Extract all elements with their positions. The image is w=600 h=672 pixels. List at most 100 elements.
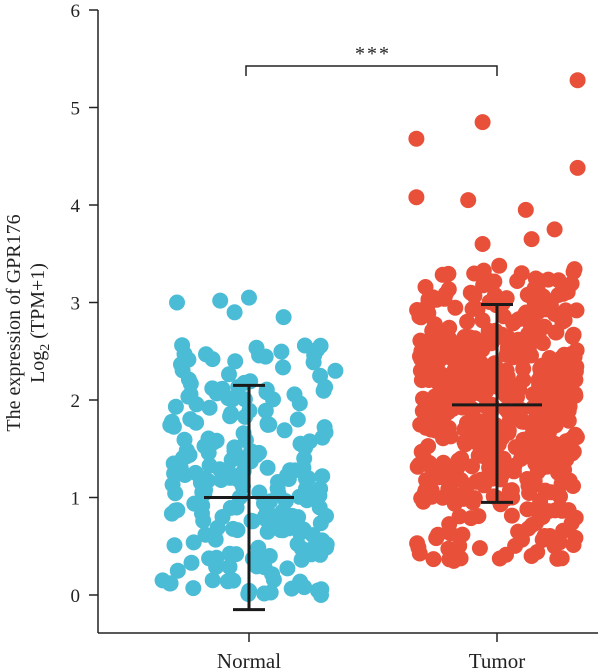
data-point-tumor xyxy=(515,360,532,377)
data-point-normal xyxy=(265,391,281,408)
data-point-tumor xyxy=(408,130,425,147)
data-point-tumor xyxy=(417,279,434,295)
data-point-tumor xyxy=(506,457,523,474)
data-point-tumor xyxy=(491,328,508,345)
data-point-normal xyxy=(262,584,279,601)
data-point-normal xyxy=(256,508,273,525)
y-ticks: 0 1 2 3 4 5 6 xyxy=(71,1,98,607)
data-point-normal xyxy=(289,411,306,428)
significance-label: *** xyxy=(355,43,391,65)
data-point-tumor xyxy=(452,472,469,488)
data-point-tumor xyxy=(501,482,518,499)
data-point-tumor xyxy=(547,324,564,341)
data-point-normal xyxy=(223,405,239,422)
data-point-normal xyxy=(221,545,238,562)
data-point-tumor xyxy=(543,447,560,464)
data-point-tumor xyxy=(431,400,447,417)
y-axis-title-log: Log xyxy=(27,351,49,383)
data-point-tumor xyxy=(542,297,559,314)
y-tick-label: 5 xyxy=(71,99,81,120)
data-point-tumor xyxy=(416,485,433,501)
data-point-normal xyxy=(327,362,344,379)
data-point-tumor xyxy=(518,304,535,321)
data-point-tumor xyxy=(498,546,514,563)
data-point-tumor xyxy=(568,429,585,446)
error-bars xyxy=(204,302,542,612)
data-point-tumor xyxy=(442,525,459,542)
data-point-tumor xyxy=(523,231,540,248)
data-point-tumor xyxy=(463,510,479,527)
data-point-normal xyxy=(318,507,334,524)
data-point-tumor xyxy=(532,492,549,509)
data-point-tumor xyxy=(511,381,528,398)
data-point-tumor xyxy=(568,302,585,319)
data-point-normal xyxy=(164,476,181,493)
data-point-normal xyxy=(165,455,182,472)
data-point-tumor xyxy=(546,538,563,555)
data-point-tumor xyxy=(471,428,488,445)
data-point-tumor xyxy=(430,526,446,543)
data-point-normal xyxy=(166,537,183,554)
y-tick-label: 4 xyxy=(71,196,81,217)
data-point-normal xyxy=(261,548,278,564)
data-point-normal xyxy=(204,572,221,589)
data-point-tumor xyxy=(556,365,573,382)
data-points xyxy=(154,72,586,603)
data-point-tumor xyxy=(447,299,464,316)
data-point-normal xyxy=(207,531,224,548)
data-point-tumor xyxy=(509,273,526,289)
data-point-tumor xyxy=(425,551,442,568)
data-point-normal xyxy=(225,520,242,537)
axes xyxy=(97,10,598,634)
data-point-normal xyxy=(273,343,290,360)
y-axis-title-subscript: 2 xyxy=(38,344,53,351)
data-point-tumor xyxy=(510,345,527,362)
data-point-tumor xyxy=(563,515,580,532)
y-tick-label: 6 xyxy=(71,1,81,22)
data-point-tumor xyxy=(567,385,583,402)
data-point-normal xyxy=(162,417,179,434)
data-point-tumor xyxy=(446,495,463,512)
data-point-tumor xyxy=(435,430,452,447)
data-point-normal xyxy=(241,289,257,306)
data-point-normal xyxy=(296,579,313,596)
data-point-tumor xyxy=(546,221,563,238)
data-point-normal xyxy=(221,366,237,383)
data-point-normal xyxy=(317,424,334,441)
y-axis-title-line2: Log2 (TPM+1) xyxy=(27,263,53,383)
x-tick-label-normal: Normal xyxy=(217,649,281,672)
data-point-tumor xyxy=(442,460,459,477)
data-point-normal xyxy=(182,411,199,428)
data-point-tumor xyxy=(491,257,508,274)
data-point-normal xyxy=(250,539,267,556)
data-point-normal xyxy=(214,509,231,525)
x-tick-label-tumor: Tumor xyxy=(469,649,525,672)
data-point-tumor xyxy=(474,114,491,131)
data-point-normal xyxy=(225,572,242,589)
data-point-tumor xyxy=(540,373,557,390)
data-point-tumor xyxy=(408,189,425,206)
data-point-tumor xyxy=(424,363,441,380)
data-point-normal xyxy=(301,433,318,450)
data-point-tumor xyxy=(416,450,432,467)
data-point-tumor xyxy=(527,270,544,287)
data-point-tumor xyxy=(560,402,577,419)
data-point-tumor xyxy=(510,523,527,540)
data-point-normal xyxy=(180,371,197,388)
data-point-normal xyxy=(205,434,222,451)
data-point-normal xyxy=(293,551,310,568)
data-point-normal xyxy=(185,534,202,551)
data-point-tumor xyxy=(525,386,542,403)
data-point-tumor xyxy=(461,329,478,346)
data-point-normal xyxy=(183,554,200,571)
data-point-tumor xyxy=(549,550,566,567)
data-point-tumor xyxy=(460,192,477,209)
data-point-normal xyxy=(220,390,237,407)
data-point-tumor xyxy=(473,471,489,488)
data-point-normal xyxy=(199,472,216,489)
data-point-normal xyxy=(298,492,315,509)
data-point-tumor xyxy=(544,394,561,411)
data-point-tumor xyxy=(434,266,451,283)
data-point-tumor xyxy=(505,315,522,332)
